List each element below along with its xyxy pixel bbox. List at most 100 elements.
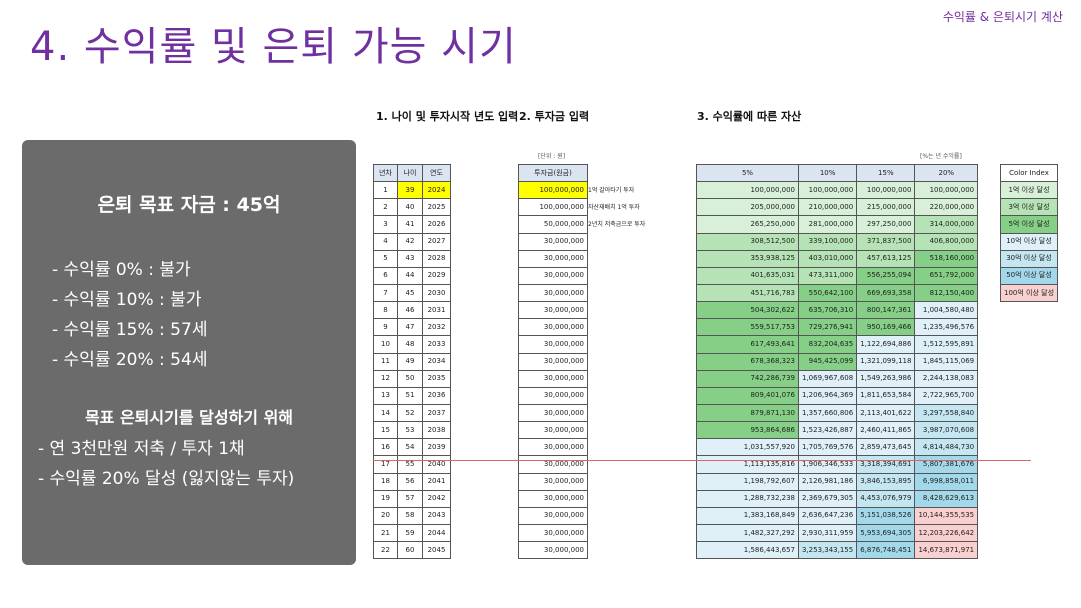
asset-cell: 617,493,641 — [696, 335, 799, 354]
principal-cell: 30,000,000 — [518, 352, 588, 371]
table-row: 30,000,000 — [518, 249, 588, 268]
asset-cell: 314,000,000 — [914, 215, 979, 234]
table-cell: 9 — [373, 318, 398, 337]
principal-cell: 30,000,000 — [518, 523, 588, 543]
asset-cell: 1,004,580,480 — [914, 301, 979, 320]
asset-cell: 945,425,099 — [797, 352, 858, 371]
col-header-year: 연도 — [422, 163, 451, 183]
table-row: 100,000,000 — [518, 198, 588, 217]
table-cell: 41 — [397, 215, 423, 234]
asset-cell: 1,586,443,657 — [696, 541, 799, 560]
asset-cell: 3,318,394,691 — [856, 455, 916, 474]
col-header-principal: 투자금(원금) — [518, 163, 588, 183]
asset-cell: 1,549,263,986 — [856, 369, 916, 388]
table-row: 30,000,000 — [518, 301, 588, 320]
table-cell: 55 — [397, 455, 423, 474]
asset-cell: 812,150,400 — [914, 283, 979, 303]
table-cell: 2036 — [422, 386, 451, 405]
asset-cell: 1,512,595,891 — [914, 335, 979, 354]
asset-cell: 1,845,115,069 — [914, 352, 979, 371]
table-row: 30,000,000 — [518, 541, 588, 560]
table-cell: 19 — [373, 489, 398, 508]
table-row: 21 59 2044 — [373, 523, 451, 543]
table-row: 20 58 2043 — [373, 506, 451, 525]
unit-label: [단위 : 원] — [538, 153, 566, 160]
table-cell: 39 — [397, 181, 423, 200]
color-index-table: Color Index 1억 이상 달성 3억 이상 달성 5억 이상 달성 10억 … — [999, 163, 1059, 303]
investment-note: 1억 갈아타기 투자 — [588, 187, 635, 194]
asset-cell: 729,276,941 — [797, 318, 858, 337]
table-cell: 2 — [373, 198, 398, 217]
table-row: 6 44 2029 — [373, 266, 451, 285]
asset-cell: 100,000,000 — [914, 181, 979, 200]
table-row: 15 53 2038 — [373, 421, 451, 440]
table-row: 879,871,130 1,357,660,806 2,113,401,622 3,2… — [696, 403, 979, 423]
asset-cell: 308,512,500 — [696, 232, 799, 251]
table-cell: 2027 — [422, 232, 451, 251]
table-row: 30,000,000 — [518, 283, 588, 303]
principal-cell: 100,000,000 — [518, 181, 588, 200]
asset-cell: 8,428,629,613 — [914, 489, 979, 508]
table-row: 1,482,327,292 2,930,311,959 5,953,694,305 1… — [696, 523, 979, 543]
table-cell: 6 — [373, 266, 398, 285]
table-row: 30,000,000 — [518, 438, 588, 457]
asset-cell: 451,716,783 — [696, 283, 799, 303]
table-row: 17 55 2040 — [373, 455, 451, 474]
table-row: 401,635,031 473,311,000 556,255,094 651,792… — [696, 266, 979, 285]
table-cell: 12 — [373, 369, 398, 388]
table-row: 504,302,622 635,706,310 800,147,361 1,004,5… — [696, 301, 979, 320]
asset-cell: 1,383,168,849 — [696, 506, 799, 525]
col-header-rate: 20% — [914, 163, 979, 183]
table-cell: 2042 — [422, 489, 451, 508]
table-cell: 42 — [397, 232, 423, 251]
rate-line: - 수익률 15% : 57세 — [52, 320, 208, 340]
legend-row: 100억 이상 달성 — [999, 283, 1059, 303]
table-row: 18 56 2041 — [373, 472, 451, 491]
col-header-year-count: 년차 — [373, 163, 398, 183]
table-cell: 2031 — [422, 301, 451, 320]
table-cell: 2037 — [422, 403, 451, 423]
asset-cell: 100,000,000 — [696, 181, 799, 200]
asset-cell: 205,000,000 — [696, 198, 799, 217]
table-cell: 2029 — [422, 266, 451, 285]
table-row: 809,401,076 1,206,964,369 1,811,653,584 2,7… — [696, 386, 979, 405]
asset-cell: 1,321,099,118 — [856, 352, 916, 371]
asset-cell: 2,113,401,622 — [856, 403, 916, 423]
table-cell: 44 — [397, 266, 423, 285]
principal-cell: 30,000,000 — [518, 318, 588, 337]
table-row: 265,250,000 281,000,000 297,250,000 314,000… — [696, 215, 979, 234]
table-row: 617,493,641 832,204,635 1,122,694,886 1,512… — [696, 335, 979, 354]
legend-row: 1억 이상 달성 — [999, 181, 1059, 200]
legend-item: 3억 이상 달성 — [999, 198, 1059, 217]
table-row: 11 49 2034 — [373, 352, 451, 371]
asset-cell: 4,814,484,730 — [914, 438, 979, 457]
asset-cell: 339,100,000 — [797, 232, 858, 251]
asset-cell: 2,369,679,305 — [797, 489, 858, 508]
legend-item: 10억 이상 달성 — [999, 232, 1059, 251]
table-cell: 57 — [397, 489, 423, 508]
principal-cell: 30,000,000 — [518, 541, 588, 560]
principal-cell: 30,000,000 — [518, 232, 588, 251]
table-cell: 53 — [397, 421, 423, 440]
table-cell: 2039 — [422, 438, 451, 457]
legend-row: 10억 이상 달성 — [999, 232, 1059, 251]
rate-line: - 수익률 20% : 54세 — [52, 350, 208, 370]
asset-cell: 879,871,130 — [696, 403, 799, 423]
asset-cell: 1,811,653,584 — [856, 386, 916, 405]
table-row: 30,000,000 — [518, 421, 588, 440]
table-row: 1,031,557,920 1,705,769,576 2,859,473,645 4… — [696, 438, 979, 457]
asset-cell: 1,206,964,369 — [797, 386, 858, 405]
asset-cell: 353,938,125 — [696, 249, 799, 268]
retirement-goal-panel: 은퇴 목표 자금 : 45억 - 수익률 0% : 불가 - 수익률 10% :… — [22, 140, 356, 565]
asset-cell: 669,693,358 — [856, 283, 916, 303]
table-cell: 59 — [397, 523, 423, 543]
asset-cell: 100,000,000 — [797, 181, 858, 200]
asset-cell: 1,235,496,576 — [914, 318, 979, 337]
asset-cell: 2,859,473,645 — [856, 438, 916, 457]
legend-row: 5억 이상 달성 — [999, 215, 1059, 234]
table-cell: 56 — [397, 472, 423, 491]
table-cell: 7 — [373, 283, 398, 303]
asset-cell: 635,706,310 — [797, 301, 858, 320]
investment-note: 자산재배치 1억 투자 — [588, 204, 640, 211]
table-cell: 16 — [373, 438, 398, 457]
